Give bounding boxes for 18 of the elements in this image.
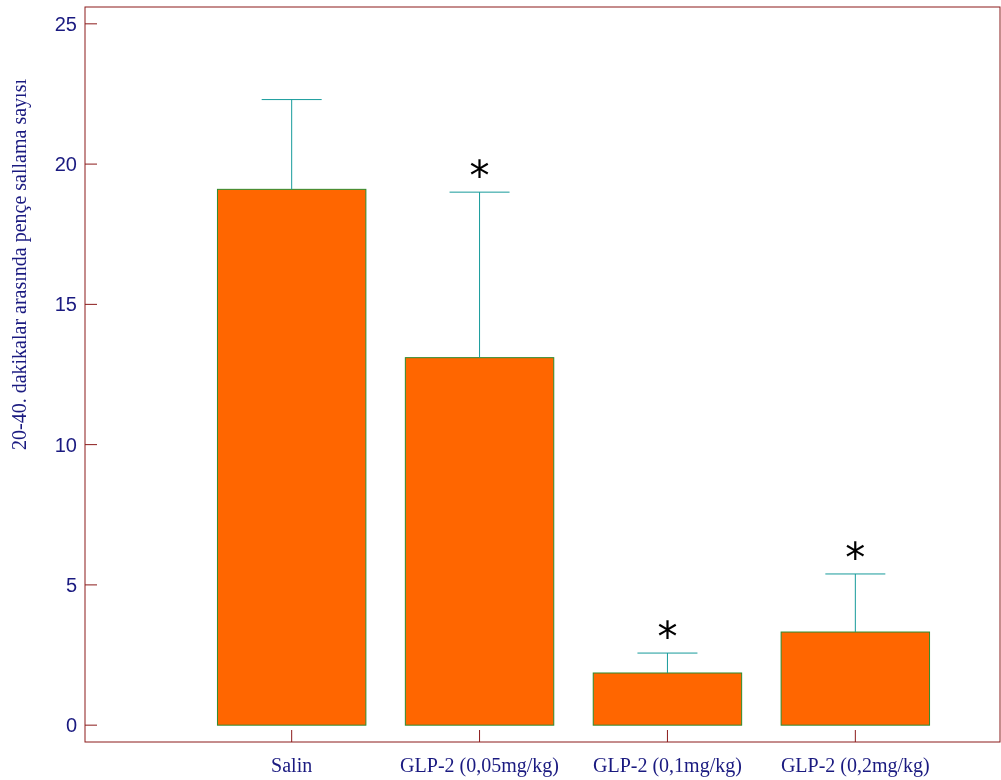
x-tick-label: GLP-2 (0,1mg/kg) [593, 754, 742, 777]
annotation: * [469, 153, 490, 200]
y-tick-label: 5 [65, 573, 77, 596]
y-tick-label: 20 [54, 153, 77, 176]
annotation: * [845, 534, 866, 581]
x-tick-label: Salin [271, 754, 313, 776]
y-tick-label: 0 [65, 714, 77, 737]
x-tick-label: GLP-2 (0,05mg/kg) [400, 754, 559, 777]
bar [216, 188, 367, 726]
bar [592, 672, 743, 726]
annotation: * [657, 614, 678, 661]
bar [404, 357, 555, 726]
y-axis-title: 20-40. dakikalar arasında pençe sallama sayısı [8, 78, 31, 450]
y-tick-label: 15 [54, 293, 77, 316]
y-tick-label: 10 [54, 433, 77, 456]
x-tick-label: GLP-2 (0,2mg/kg) [780, 754, 930, 777]
bar [780, 631, 931, 726]
y-tick-label: 25 [54, 12, 77, 35]
